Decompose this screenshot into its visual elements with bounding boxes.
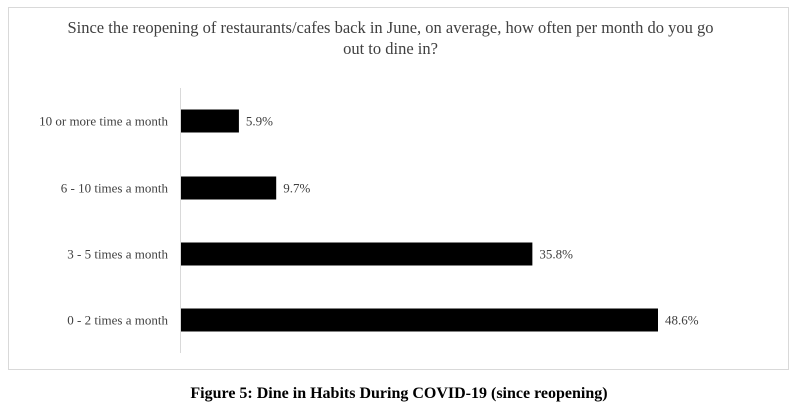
category-label: 3 - 5 times a month	[67, 247, 168, 262]
data-label: 9.7%	[283, 181, 310, 196]
bar	[181, 176, 277, 200]
bars-group: 10 or more time a month 5.9% 6 - 10 times …	[39, 109, 699, 332]
data-label: 48.6%	[665, 313, 699, 328]
data-label: 35.8%	[539, 247, 573, 262]
category-label: 0 - 2 times a month	[67, 313, 168, 328]
bar	[181, 109, 239, 133]
bar	[181, 242, 533, 266]
category-label: 10 or more time a month	[39, 114, 168, 129]
bar	[181, 308, 658, 332]
figure-caption: Figure 5: Dine in Habits During COVID-19…	[190, 385, 608, 402]
data-label: 5.9%	[246, 114, 273, 129]
category-label: 6 - 10 times a month	[61, 181, 169, 196]
chart-title: Since the reopening of restaurants/cafes…	[67, 18, 714, 58]
